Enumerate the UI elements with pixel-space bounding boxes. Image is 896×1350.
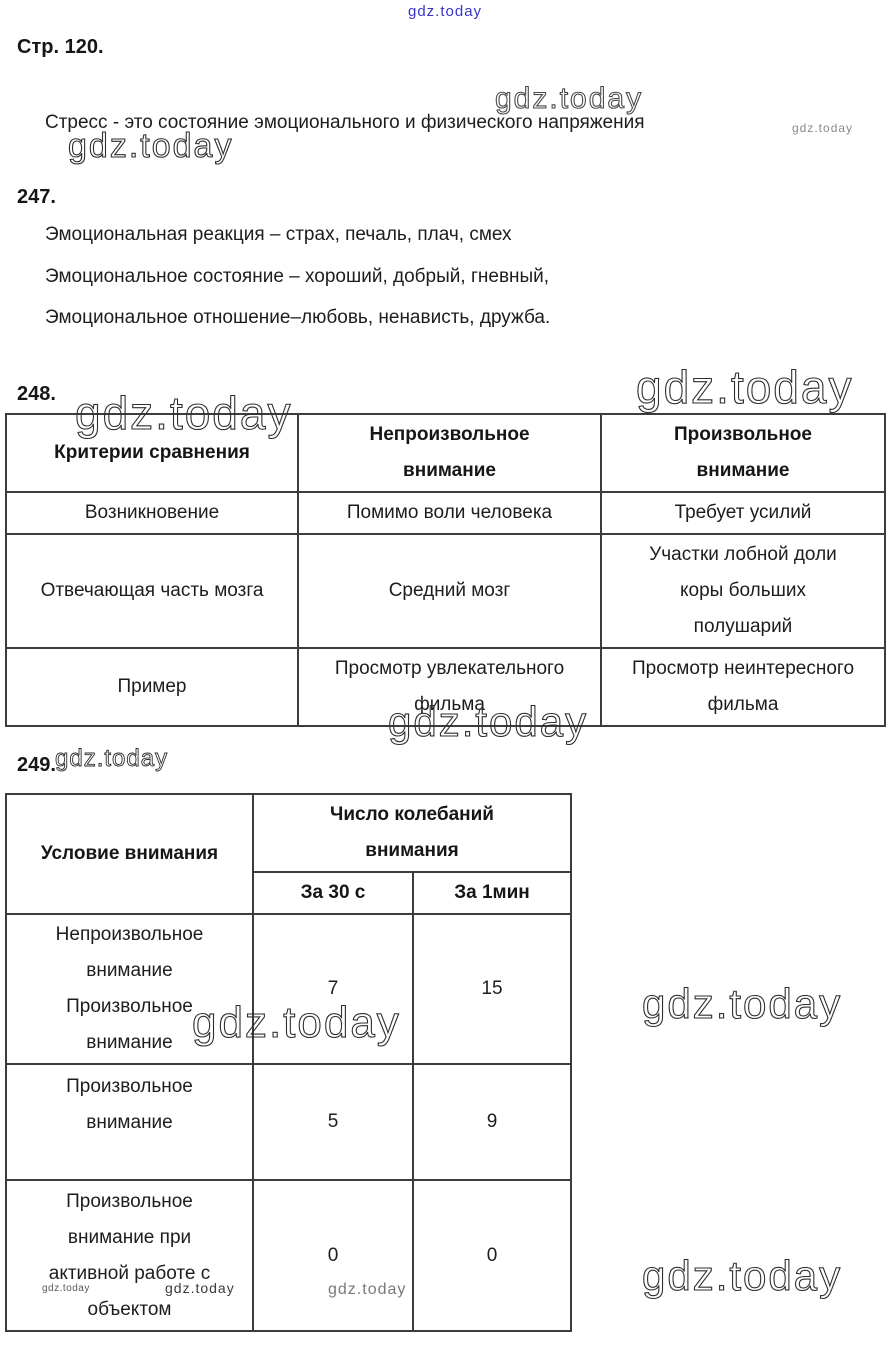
- table-cell: Просмотр неинтересного фильма: [600, 647, 886, 727]
- table-row: Возникновение Помимо воли человека Требу…: [5, 491, 886, 535]
- table-row: Отвечающая часть мозга Средний мозг Учас…: [5, 533, 886, 649]
- table-row: Произвольное внимание при активной работ…: [5, 1179, 572, 1332]
- watermark-bottom-tiny: gdz.today: [42, 1283, 90, 1294]
- table-249-header-oscillations: Число колебаний внимания: [252, 793, 572, 873]
- table-cell: Непроизвольное внимание Произвольное вни…: [5, 913, 254, 1065]
- table-cell: Произвольное внимание при активной работ…: [5, 1179, 254, 1332]
- table-cell: Отвечающая часть мозга: [5, 533, 299, 649]
- table-249-subheader-30s: За 30 с: [252, 871, 414, 915]
- table-cell: Произвольное внимание: [5, 1063, 254, 1181]
- table-248-header-involuntary: Непроизвольное внимание: [297, 413, 602, 493]
- table-249-subheader-row: За 30 с За 1мин: [6, 871, 572, 915]
- watermark-bottom-gray: gdz.today: [328, 1281, 407, 1298]
- watermark-249-heading: gdz.today: [55, 745, 169, 773]
- table-cell: Помимо воли человека: [297, 491, 602, 535]
- section-248-number: 248.: [17, 383, 56, 405]
- table-row: Произвольное внимание 5 9: [5, 1063, 572, 1181]
- table-249-subheader-1min: За 1мин: [412, 871, 572, 915]
- page-title: Стр. 120.: [17, 36, 104, 58]
- watermark-248-bottom: gdz.today: [387, 697, 589, 745]
- table-249-header-condition: Условие внимания: [5, 793, 254, 915]
- table-cell: 7: [252, 913, 414, 1065]
- table-cell: Средний мозг: [297, 533, 602, 649]
- watermark-intro-top: gdz.today: [494, 81, 644, 115]
- table-cell: 0: [412, 1179, 572, 1332]
- section-249-number: 249.: [17, 754, 56, 776]
- table-248-header-row: Критерии сравнения Непроизвольное вниман…: [5, 413, 886, 493]
- watermark-intro-bottom: gdz.today: [67, 126, 234, 165]
- intro-text: Стресс - это состояние эмоционального и …: [45, 112, 645, 133]
- table-249-header-row: Условие внимания Число колебаний внимани…: [5, 793, 572, 915]
- table-row: Пример Просмотр увлекательного фильма Пр…: [5, 647, 886, 727]
- watermark-248-right: gdz.today: [635, 360, 854, 413]
- table-cell: 15: [412, 913, 572, 1065]
- section-247-line-3: Эмоциональное отношение–любовь, ненавист…: [45, 307, 551, 328]
- section-247-number: 247.: [17, 186, 56, 208]
- table-cell: Пример: [5, 647, 299, 727]
- watermark-249-cell: gdz.today: [191, 997, 401, 1047]
- watermark-249-right: gdz.today: [641, 979, 843, 1027]
- watermark-top-blue: gdz.today: [408, 3, 483, 20]
- table-249: Условие внимания Число колебаний внимани…: [5, 793, 572, 1332]
- table-248: Критерии сравнения Непроизвольное вниман…: [5, 413, 886, 727]
- section-247-line-1: Эмоциональная реакция – страх, печаль, п…: [45, 224, 512, 245]
- table-248-header-criteria: Критерии сравнения: [5, 413, 299, 493]
- table-cell: 9: [412, 1063, 572, 1181]
- table-248-header-voluntary: Произвольное внимание: [600, 413, 886, 493]
- table-row: Непроизвольное внимание Произвольное вни…: [5, 913, 572, 1065]
- table-cell: 5: [252, 1063, 414, 1181]
- table-cell: Возникновение: [5, 491, 299, 535]
- table-cell: Требует усилий: [600, 491, 886, 535]
- watermark-248-left: gdz.today: [74, 386, 293, 439]
- watermark-intro-right: gdz.today: [792, 121, 854, 135]
- table-cell: 0: [252, 1179, 414, 1332]
- watermark-bottom-right: gdz.today: [641, 1251, 843, 1299]
- watermark-bottom-small: gdz.today: [165, 1280, 235, 1296]
- section-247-line-2: Эмоциональное состояние – хороший, добры…: [45, 266, 550, 287]
- table-cell: Просмотр увлекательного фильма: [297, 647, 602, 727]
- table-cell: Участки лобной доли коры больших полушар…: [600, 533, 886, 649]
